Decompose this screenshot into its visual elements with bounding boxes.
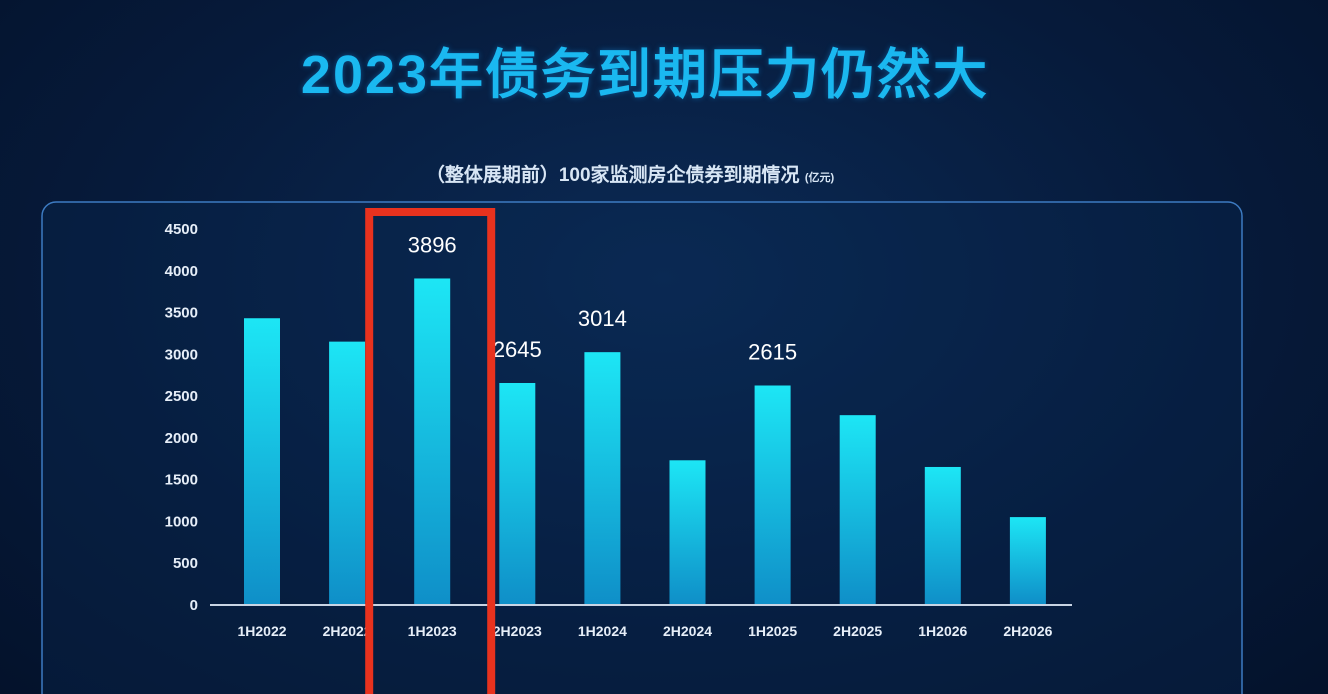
y-tick-label: 4000 [165, 263, 198, 280]
unit-label: (亿元) [804, 172, 835, 184]
data-label: 3896 [408, 232, 457, 257]
y-tick-label: 1500 [165, 472, 198, 489]
chart-subtitle: （整体展期前）100家监测房企债券到期情况 (亿元) [0, 160, 1260, 187]
x-tick-label: 2H2026 [1003, 623, 1052, 639]
x-tick-label: 1H2023 [408, 623, 457, 639]
bar-1H2025 [754, 385, 791, 604]
x-tick-label: 2H2023 [493, 623, 542, 639]
x-tick-label: 1H2026 [918, 623, 967, 639]
bar-1H2024 [584, 352, 621, 604]
y-tick-label: 3500 [165, 305, 198, 322]
chart-panel [41, 201, 1243, 694]
y-tick-label: 2500 [165, 388, 198, 405]
x-tick-label: 1H2025 [748, 623, 797, 639]
x-tick-label: 1H2022 [237, 623, 286, 639]
bar-2H2022 [329, 341, 366, 604]
y-tick-label: 4500 [165, 221, 198, 238]
y-tick-label: 3000 [165, 346, 198, 363]
bar-1H2026 [924, 466, 961, 604]
y-tick-label: 1000 [165, 513, 198, 530]
bar-1H2023 [414, 278, 451, 604]
data-label: 3014 [578, 306, 627, 331]
bar-1H2022 [244, 318, 280, 604]
y-tick-label: 0 [190, 597, 198, 614]
y-tick-label: 500 [173, 555, 198, 572]
page-title: 2023年债务到期压力仍然大 [300, 45, 990, 105]
bar-2H2023 [499, 382, 536, 604]
y-tick-label: 2000 [165, 430, 198, 447]
subtitle-text: （整体展期前）100家监测房企债券到期情况 [425, 165, 800, 186]
bar-2H2024 [669, 460, 706, 604]
bar-2H2026 [1009, 517, 1046, 604]
data-label: 2645 [493, 337, 542, 362]
x-tick-label: 2H2022 [323, 623, 372, 639]
x-tick-label: 2H2024 [663, 623, 712, 639]
bar-2H2025 [839, 415, 876, 604]
data-label: 2615 [748, 340, 797, 365]
x-tick-label: 2H2025 [833, 623, 882, 639]
highlight-box [365, 208, 496, 694]
x-tick-label: 1H2024 [578, 623, 627, 639]
